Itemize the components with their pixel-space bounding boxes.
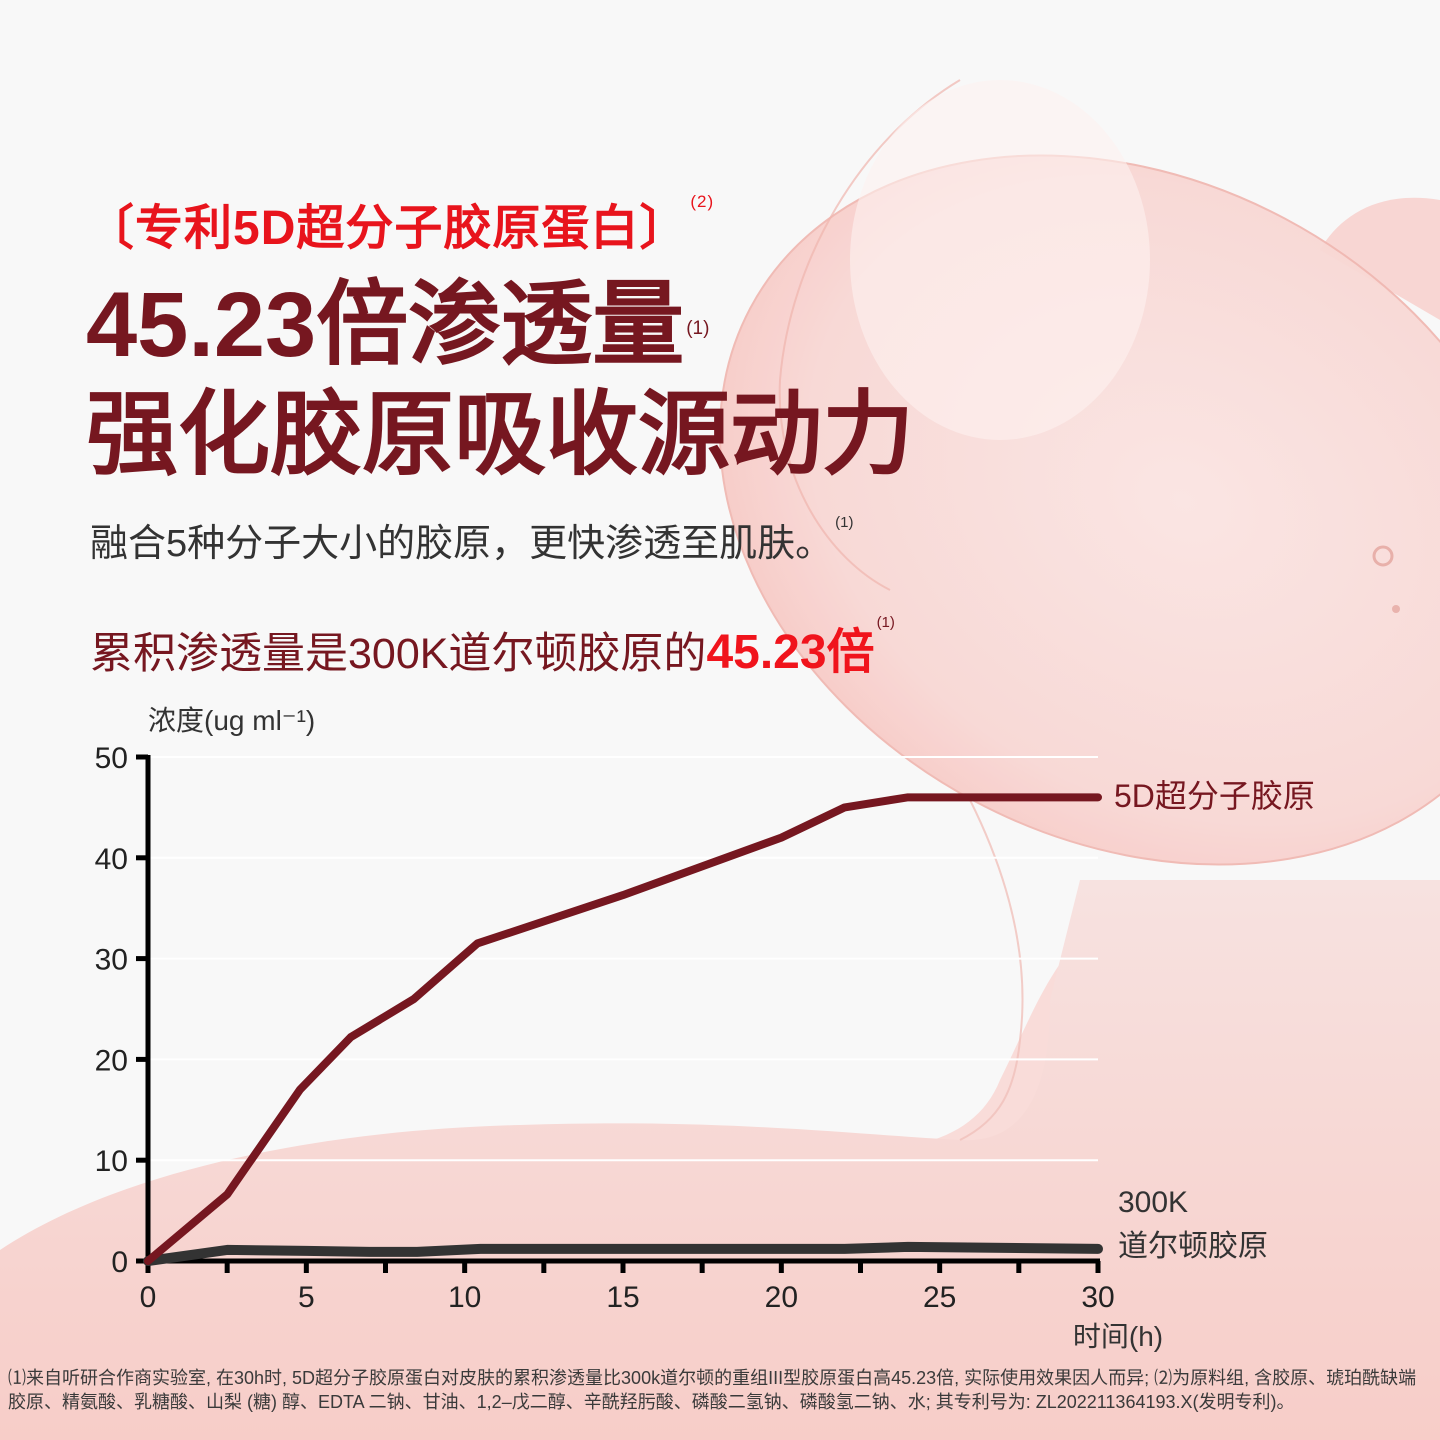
footnote-ref-2: (2) [690,192,715,211]
y-tick-label: 40 [95,843,128,876]
stat-highlight: 45.23倍 [706,626,875,679]
y-tick-label: 50 [95,742,128,775]
y-axis-label: 浓度(ug ml⁻¹) [148,705,315,736]
small-bubble [1372,545,1394,567]
subtitle-text: 融合5种分子大小的胶原，更快渗透至肌肤。 [90,523,834,565]
series-label-300k-line1: 300K [1118,1186,1188,1219]
patent-tag: 〔专利5D超分子胶原蛋白〕(2) [86,188,714,258]
tiny-bubble [1392,605,1400,613]
series [143,793,1103,1266]
y-tick-label: 0 [111,1246,128,1279]
headline-line-1: 45.23倍渗透量 (1) [86,270,914,380]
patent-tag-text: 〔专利5D超分子胶原蛋白〕 [86,202,689,255]
stat-prefix: 累积渗透量是300K道尔顿胶原的 [90,630,707,678]
y-tick-label: 10 [95,1145,128,1178]
headline-line-2: 强化胶原吸收源动力 [86,384,915,486]
gridlines [148,756,1098,1162]
footnote-ref-1: (1) [835,514,854,531]
series-5d-line [144,793,1102,1265]
footnote: ⑴来自听研合作商实验室, 在30h时, 5D超分子胶原蛋白对皮肤的累积渗透量比3… [8,1368,1417,1412]
x-tick-label: 25 [923,1281,956,1314]
axes: 0 10 20 30 40 50 0 5 10 15 20 25 30 [95,742,1115,1314]
headline-line-1-text: 45.23倍渗透量 [86,274,685,376]
x-tick-label: 15 [606,1281,639,1314]
y-tick-label: 20 [95,1044,128,1077]
x-tick-label: 5 [298,1281,315,1314]
series-label-5d: 5D超分子胶原 [1114,778,1315,814]
x-tick-label: 20 [765,1281,798,1314]
x-tick-label: 10 [448,1281,481,1314]
pink-mass-right [1320,197,1440,320]
footnote-ref-1: (1) [876,614,895,631]
footnote-ref-1: (1) [686,318,710,339]
stat-line: 累积渗透量是300K道尔顿胶原的45.23倍(1) [90,612,895,682]
x-tick-label: 30 [1081,1281,1114,1314]
headline: 45.23倍渗透量 (1) 强化胶原吸收源动力 [86,270,914,490]
series-label-300k-line2: 道尔顿胶原 [1118,1230,1268,1263]
x-axis-label: 时间(h) [1073,1321,1163,1352]
subtitle: 融合5种分子大小的胶原，更快渗透至肌肤。(1) [90,512,853,567]
series-300k-line [143,1241,1103,1266]
x-tick-label: 0 [140,1281,157,1314]
y-tick-label: 30 [95,944,128,977]
